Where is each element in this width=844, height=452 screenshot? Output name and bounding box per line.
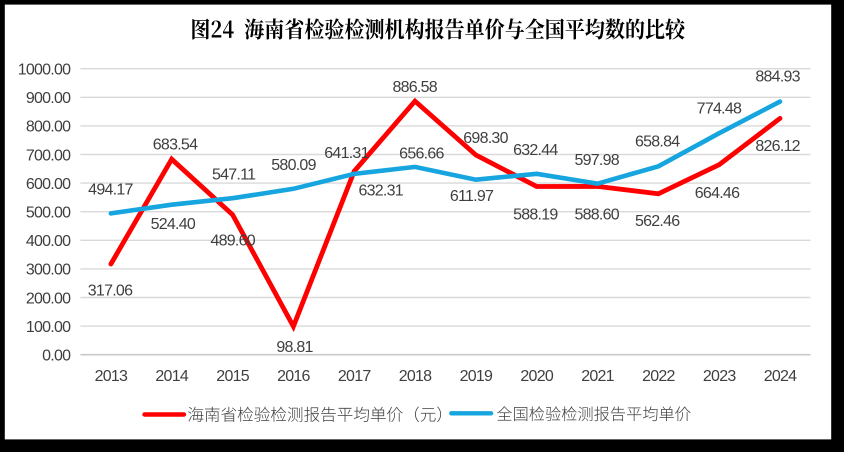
svg-text:800.00: 800.00 [26, 119, 71, 136]
svg-text:562.46: 562.46 [635, 213, 680, 230]
svg-text:641.31: 641.31 [324, 145, 369, 162]
svg-text:2014: 2014 [155, 368, 188, 385]
svg-text:200.00: 200.00 [26, 290, 71, 307]
svg-text:774.48: 774.48 [697, 100, 742, 117]
svg-text:884.93: 884.93 [755, 69, 800, 86]
svg-text:600.00: 600.00 [26, 176, 71, 193]
svg-text:2019: 2019 [460, 368, 493, 385]
svg-text:632.31: 632.31 [358, 183, 403, 200]
svg-text:524.40: 524.40 [151, 216, 196, 233]
svg-text:2023: 2023 [703, 368, 736, 385]
svg-text:400.00: 400.00 [26, 233, 71, 250]
svg-text:0.00: 0.00 [42, 348, 71, 365]
svg-text:500.00: 500.00 [26, 205, 71, 222]
svg-text:2021: 2021 [581, 368, 614, 385]
svg-text:664.46: 664.46 [695, 185, 740, 202]
svg-text:2013: 2013 [95, 368, 128, 385]
svg-text:683.54: 683.54 [153, 136, 198, 153]
svg-text:632.44: 632.44 [513, 142, 558, 159]
svg-text:300.00: 300.00 [26, 262, 71, 279]
svg-text:698.30: 698.30 [463, 130, 508, 147]
svg-text:2018: 2018 [399, 368, 432, 385]
svg-text:588.19: 588.19 [513, 207, 558, 224]
svg-text:597.98: 597.98 [574, 152, 619, 169]
svg-text:886.58: 886.58 [392, 79, 437, 96]
svg-text:98.81: 98.81 [276, 339, 313, 356]
svg-text:700.00: 700.00 [26, 147, 71, 164]
svg-text:494.17: 494.17 [88, 181, 133, 198]
svg-text:900.00: 900.00 [26, 90, 71, 107]
svg-text:2020: 2020 [520, 368, 553, 385]
svg-text:826.12: 826.12 [755, 138, 800, 155]
svg-text:489.60: 489.60 [210, 232, 255, 249]
svg-text:2024: 2024 [764, 368, 797, 385]
svg-text:547.11: 547.11 [212, 166, 256, 183]
svg-text:2015: 2015 [216, 368, 249, 385]
svg-text:2022: 2022 [642, 368, 675, 385]
svg-text:588.60: 588.60 [574, 207, 619, 224]
svg-text:611.97: 611.97 [450, 188, 494, 205]
svg-text:658.84: 658.84 [635, 134, 680, 151]
svg-text:2016: 2016 [277, 368, 310, 385]
svg-text:2017: 2017 [338, 368, 371, 385]
svg-text:580.09: 580.09 [271, 157, 316, 174]
svg-text:317.06: 317.06 [88, 282, 133, 299]
svg-text:656.66: 656.66 [399, 146, 444, 163]
svg-text:100.00: 100.00 [26, 319, 71, 336]
svg-text:1000.00: 1000.00 [18, 62, 71, 79]
